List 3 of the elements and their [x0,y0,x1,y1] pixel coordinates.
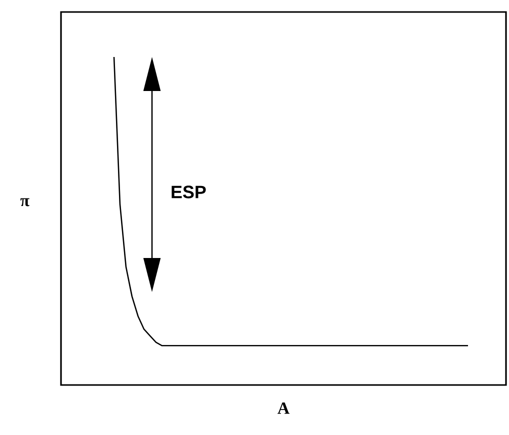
annotation: ESP [172,186,206,198]
y-axis-title: π [20,198,30,206]
x-axis-title: A [278,402,290,414]
